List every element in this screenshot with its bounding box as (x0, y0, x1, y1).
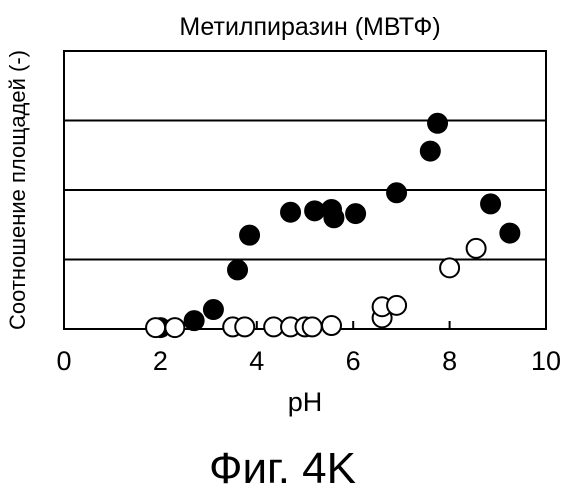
filled-data-point (240, 226, 259, 245)
y-axis-label: Соотношение площадей (-) (5, 50, 30, 330)
data-points (146, 114, 519, 337)
filled-data-point (346, 204, 365, 223)
filled-data-point (421, 142, 440, 161)
open-data-point (165, 318, 184, 337)
filled-data-point (387, 183, 406, 202)
open-data-point (440, 258, 459, 277)
x-tick-label: 10 (531, 346, 561, 376)
filled-data-point (281, 203, 300, 222)
x-tick-label: 8 (442, 346, 457, 376)
open-data-point (235, 317, 254, 336)
x-tick-label: 2 (153, 346, 168, 376)
filled-data-point (185, 311, 204, 330)
figure-caption: Фиг. 4K (0, 444, 565, 494)
open-data-point (387, 296, 406, 315)
open-data-point (146, 318, 165, 337)
open-data-point (322, 316, 341, 335)
chart-title: Метилпиразин (МВТФ) (179, 13, 440, 41)
x-axis-label: pH (288, 387, 323, 417)
filled-data-point (228, 260, 247, 279)
filled-data-point (204, 300, 223, 319)
x-tick-label: 4 (249, 346, 264, 376)
open-data-point (303, 317, 322, 336)
x-tick-label: 0 (56, 346, 71, 376)
filled-data-point (324, 208, 343, 227)
filled-data-point (428, 114, 447, 133)
x-tick-label: 6 (346, 346, 361, 376)
open-data-point (467, 239, 486, 258)
filled-data-point (500, 224, 519, 243)
filled-data-point (481, 194, 500, 213)
